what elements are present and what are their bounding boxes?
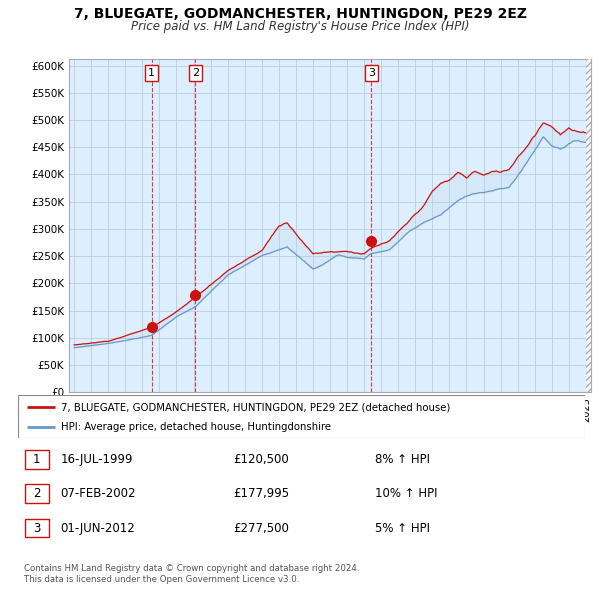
Text: HPI: Average price, detached house, Huntingdonshire: HPI: Average price, detached house, Hunt… xyxy=(61,422,331,432)
Text: 3: 3 xyxy=(368,68,375,78)
Bar xyxy=(25,519,49,537)
Text: 2: 2 xyxy=(33,487,40,500)
Text: 07-FEB-2002: 07-FEB-2002 xyxy=(61,487,136,500)
Text: £120,500: £120,500 xyxy=(233,453,289,466)
Text: £177,995: £177,995 xyxy=(233,487,290,500)
Text: 8% ↑ HPI: 8% ↑ HPI xyxy=(375,453,430,466)
Text: £277,500: £277,500 xyxy=(233,522,289,535)
Text: Contains HM Land Registry data © Crown copyright and database right 2024.: Contains HM Land Registry data © Crown c… xyxy=(24,565,359,573)
Text: 3: 3 xyxy=(33,522,40,535)
Text: 1: 1 xyxy=(33,453,40,466)
Text: Price paid vs. HM Land Registry's House Price Index (HPI): Price paid vs. HM Land Registry's House … xyxy=(131,20,469,33)
Text: 01-JUN-2012: 01-JUN-2012 xyxy=(61,522,135,535)
Text: 1: 1 xyxy=(148,68,155,78)
Text: 7, BLUEGATE, GODMANCHESTER, HUNTINGDON, PE29 2EZ (detached house): 7, BLUEGATE, GODMANCHESTER, HUNTINGDON, … xyxy=(61,402,450,412)
Text: This data is licensed under the Open Government Licence v3.0.: This data is licensed under the Open Gov… xyxy=(24,575,299,584)
Text: 16-JUL-1999: 16-JUL-1999 xyxy=(61,453,133,466)
Text: 5% ↑ HPI: 5% ↑ HPI xyxy=(375,522,430,535)
Text: 7, BLUEGATE, GODMANCHESTER, HUNTINGDON, PE29 2EZ: 7, BLUEGATE, GODMANCHESTER, HUNTINGDON, … xyxy=(74,7,527,21)
Text: 10% ↑ HPI: 10% ↑ HPI xyxy=(375,487,438,500)
Text: 2: 2 xyxy=(191,68,199,78)
Bar xyxy=(25,484,49,503)
Bar xyxy=(25,450,49,469)
